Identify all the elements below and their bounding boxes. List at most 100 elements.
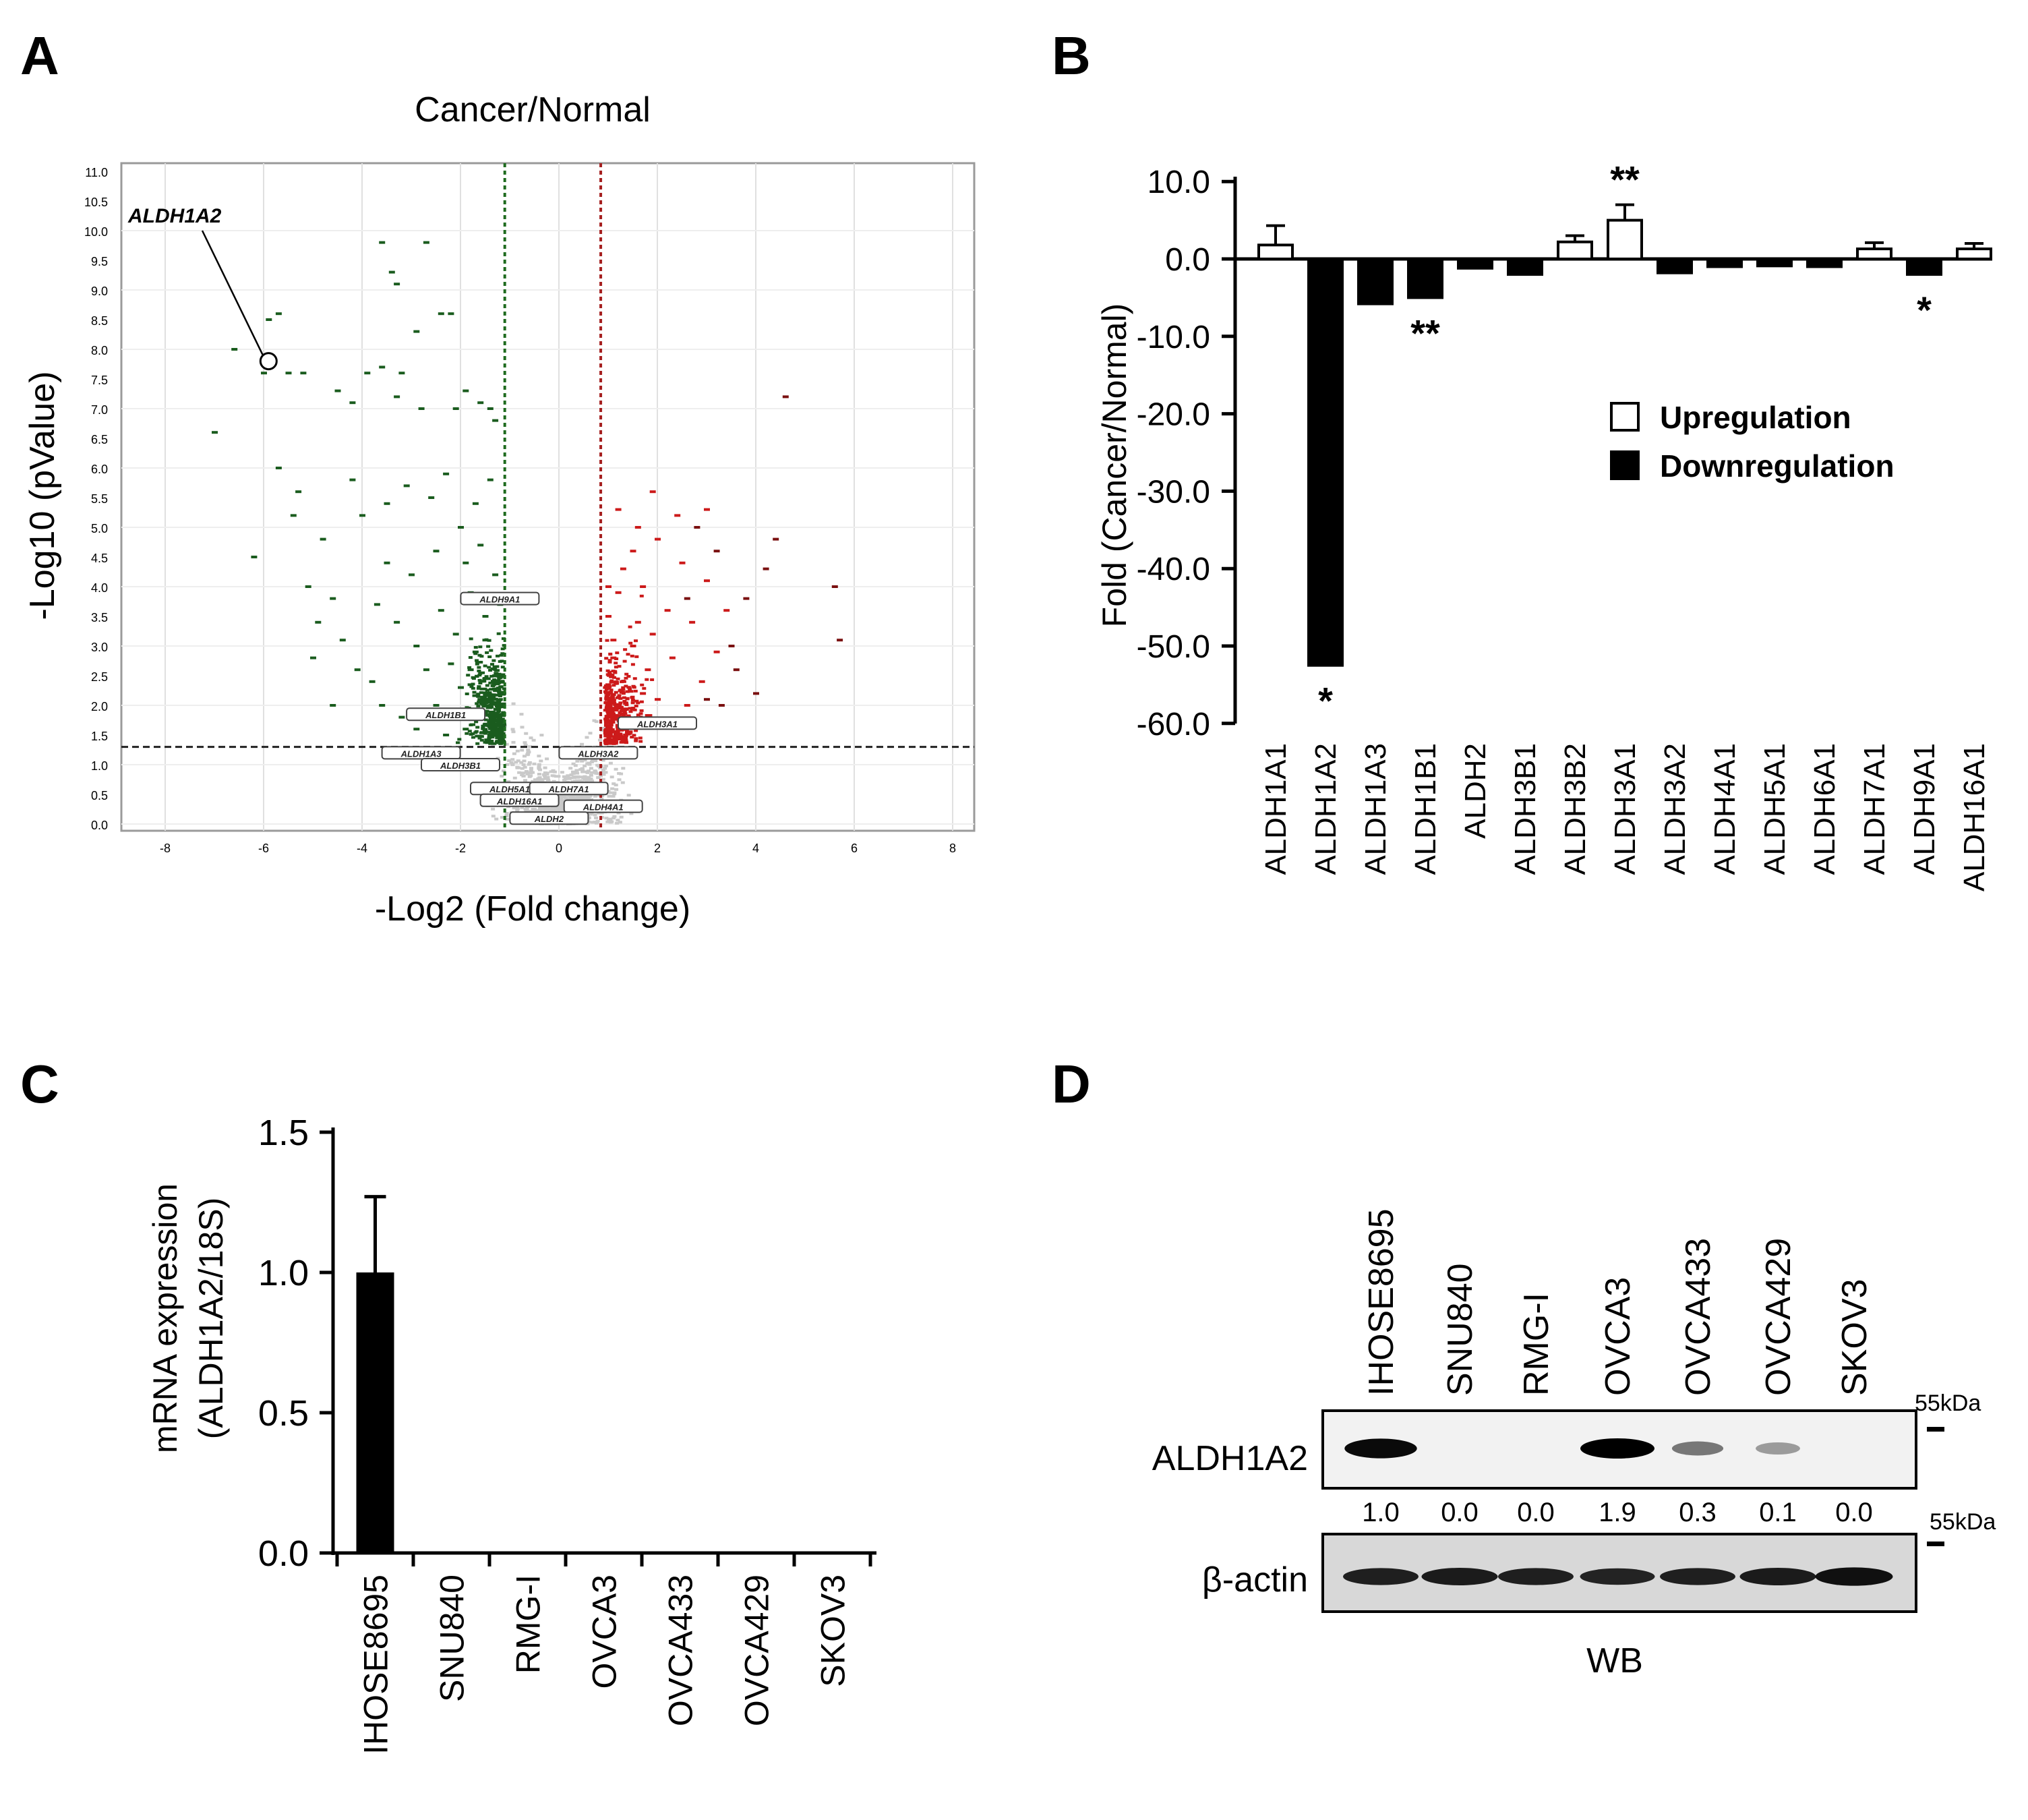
panel-a: A Cancer/Normal 0.0 0.5 1.0 1.5 2.0 2.5 3.0 3.5… — [20, 26, 976, 929]
quant-value: 1.9 — [1599, 1498, 1636, 1527]
y-tick-label: 10.0 — [84, 225, 108, 239]
gene-tag: ALDH3B1 — [421, 758, 500, 771]
down-point — [290, 514, 297, 517]
down-point — [492, 573, 499, 577]
down-point — [458, 686, 464, 689]
down-point — [285, 372, 292, 375]
target-band — [1344, 1438, 1417, 1459]
control-band — [1739, 1568, 1816, 1585]
fold-y-tick-label: 10.0 — [1147, 165, 1210, 200]
gene-tag-box — [381, 746, 461, 760]
up-point — [679, 561, 686, 564]
up-point-strong — [743, 597, 750, 600]
marker-tick-top — [1927, 1427, 1944, 1432]
y-tick-label: 2.5 — [91, 670, 108, 684]
fold-category-label: ALDH2 — [1459, 743, 1492, 839]
fold-category-label: ALDH16A1 — [1958, 743, 1991, 891]
up-point — [615, 591, 622, 594]
lane-label: SKOV3 — [1835, 1279, 1874, 1396]
gene-tag-label: ALDH7A1 — [548, 784, 589, 794]
marker-label-bottom: 55kDa — [1930, 1509, 1996, 1535]
mrna-y-tick-label: 1.5 — [258, 1113, 309, 1153]
up-point-strong — [718, 704, 725, 707]
up-point-strong — [763, 567, 769, 570]
down-point — [374, 603, 380, 606]
mrna-category-label: RMG-I — [510, 1575, 547, 1674]
quant-value: 0.0 — [1835, 1498, 1873, 1527]
down-point — [334, 389, 341, 392]
x-tick-label: -2 — [455, 842, 466, 855]
fold-bar — [1307, 258, 1344, 667]
mrna-category-label: SNU840 — [434, 1575, 471, 1702]
gene-tag-box — [529, 782, 609, 796]
y-tick-label: 5.0 — [91, 522, 108, 535]
fold-y-tick-label: -30.0 — [1137, 474, 1210, 510]
down-point — [433, 550, 440, 553]
down-point — [448, 312, 454, 316]
fold-category-label: ALDH7A1 — [1858, 743, 1891, 875]
fold-category-label: ALDH3B1 — [1509, 743, 1542, 875]
gene-tag-label: ALDH9A1 — [479, 595, 520, 605]
up-point — [704, 579, 710, 583]
fold-category-label: ALDH3A1 — [1609, 743, 1642, 875]
panel-a-letter: A — [20, 26, 59, 86]
down-point — [497, 692, 504, 695]
fold-bar — [1657, 258, 1693, 274]
down-point — [364, 372, 371, 375]
mrna-category-label: OVCA3 — [586, 1575, 624, 1689]
gene-tag-label: ALDH2 — [534, 814, 564, 824]
down-point — [438, 312, 444, 316]
down-point — [448, 662, 454, 666]
gene-tag-label: ALDH16A1 — [496, 796, 542, 806]
up-point — [620, 567, 626, 570]
lane-label: OVCA433 — [1679, 1238, 1718, 1396]
significance-mark: ** — [1410, 312, 1440, 354]
western-quant-values: 1.0 0.0 0.0 1.9 0.3 0.1 0.0 — [1362, 1498, 1873, 1527]
quant-value: 1.0 — [1362, 1498, 1400, 1527]
x-tick-label: 2 — [654, 842, 661, 855]
control-band — [1815, 1567, 1893, 1586]
y-tick-label: 1.0 — [91, 759, 108, 773]
up-point-strong — [684, 597, 690, 600]
y-tick-label: 6.5 — [91, 433, 108, 446]
mrna-y-label-ratio: (ALDH1A2/18S) — [192, 1198, 230, 1440]
down-point — [472, 650, 479, 653]
x-tick-label: 0 — [556, 842, 562, 855]
marker-label-top: 55kDa — [1915, 1390, 1981, 1416]
up-point — [704, 508, 710, 511]
mrna-y-label: mRNA expression — [146, 1183, 184, 1453]
up-point — [610, 639, 617, 642]
panel-b-letter: B — [1052, 26, 1091, 86]
down-point — [354, 668, 361, 672]
y-tick-label: 4.0 — [91, 581, 108, 595]
up-point — [649, 490, 656, 494]
up-point — [605, 585, 612, 588]
fold-bar — [1257, 243, 1294, 260]
panel-d: D IHOSE8695 SNU840 RMG-I OVCA3 OVCA433 OVCA42… — [1052, 1054, 1996, 1680]
fold-bars: ****** — [1257, 158, 1992, 722]
down-point — [398, 715, 405, 719]
fold-y-tick-label: -60.0 — [1137, 707, 1210, 742]
gene-tag-box — [563, 799, 643, 813]
down-point-cloud — [456, 632, 506, 745]
volcano-plot-area — [120, 162, 976, 832]
down-point — [320, 537, 326, 541]
fold-bar — [1956, 247, 1992, 260]
down-point — [413, 728, 420, 731]
y-tick-label: 1.5 — [91, 730, 108, 743]
fold-y-tick-label: -10.0 — [1137, 320, 1210, 355]
up-point — [630, 645, 636, 647]
down-point — [492, 674, 499, 677]
western-bands — [1343, 1438, 1893, 1586]
down-point — [423, 668, 429, 672]
target-band — [1756, 1442, 1800, 1455]
down-point — [379, 704, 386, 707]
down-point — [423, 241, 429, 244]
volcano-gene-tags: ALDH9A1 ALDH1B1 ALDH1A3 ALDH3B1 ALDH3A2 ALDH3… — [381, 591, 697, 825]
volcano-y-ticks: 0.0 0.5 1.0 1.5 2.0 2.5 3.0 3.5 4.0 4.5 5.0 5.5 6.0 6… — [84, 166, 108, 832]
mrna-bar — [356, 1272, 394, 1553]
volcano-y-label: -Log10 (pValue) — [23, 371, 62, 620]
fold-category-label: ALDH1A1 — [1259, 743, 1292, 875]
down-point — [443, 472, 450, 475]
fold-y-label: Fold (Cancer/Normal) — [1096, 303, 1133, 628]
